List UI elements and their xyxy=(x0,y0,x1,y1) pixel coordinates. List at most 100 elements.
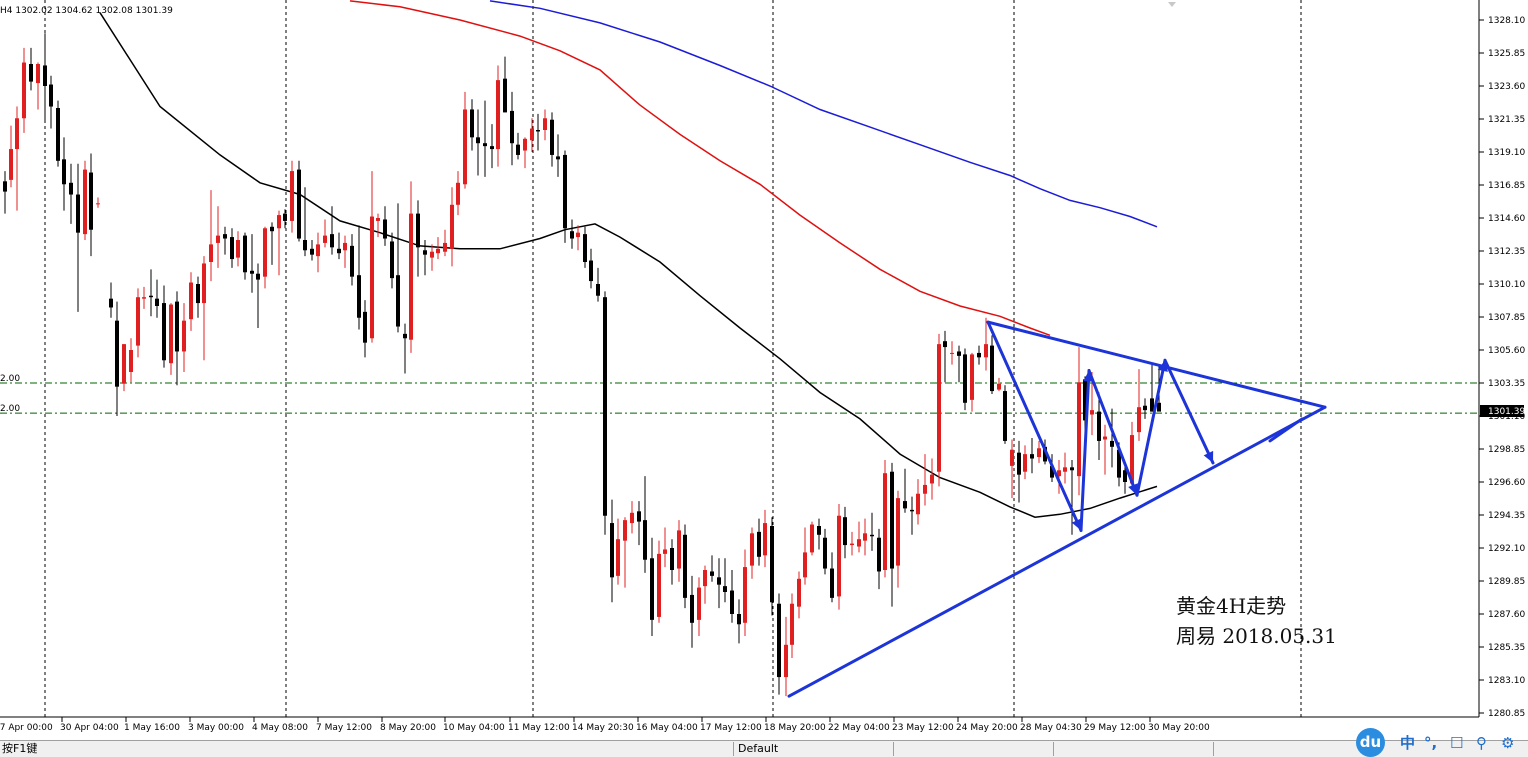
bear-candle xyxy=(890,462,894,607)
bear-candle xyxy=(423,240,427,276)
bear-candle xyxy=(283,209,287,229)
bear-candle xyxy=(817,518,821,550)
candle-body xyxy=(142,297,146,299)
status-profile[interactable]: Default xyxy=(738,742,779,755)
candle-body xyxy=(683,534,687,598)
candle-body xyxy=(817,526,821,535)
candle-body xyxy=(310,248,314,255)
ime-keyboard-icon[interactable]: ☐ xyxy=(1450,734,1464,752)
price-tick-label: 1294.35 xyxy=(1488,511,1525,521)
bear-candle xyxy=(1150,364,1154,412)
candle-body xyxy=(523,138,527,151)
bull-candle xyxy=(463,91,467,189)
bear-candle xyxy=(62,137,66,211)
candle-body xyxy=(3,181,7,192)
bull-candle xyxy=(1063,452,1067,484)
candle-body xyxy=(182,320,186,352)
candle-body xyxy=(56,108,60,161)
time-tick-label: 14 May 20:30 xyxy=(572,723,634,733)
ime-search-icon[interactable]: ⚲ xyxy=(1476,734,1487,752)
triangle-upper-trendline xyxy=(986,320,1327,409)
bear-candle xyxy=(536,113,540,151)
baidu-ime-logo-icon[interactable]: du xyxy=(1356,728,1385,757)
candle-body xyxy=(149,295,153,298)
bull-candle xyxy=(496,65,500,167)
bear-candle xyxy=(357,225,361,330)
bull-candle xyxy=(797,571,801,619)
bear-candle xyxy=(757,518,761,566)
candle-body xyxy=(1037,448,1041,458)
bull-candle xyxy=(857,521,861,553)
ime-toolbar[interactable]: du 中 °, ☐ ⚲ ⚙ xyxy=(1356,728,1528,757)
bull-candle xyxy=(216,206,220,268)
bear-candle xyxy=(43,33,47,123)
price-tick-label: 1296.60 xyxy=(1488,478,1525,488)
candle-body xyxy=(963,354,967,403)
candle-body xyxy=(596,284,600,296)
candle-body xyxy=(423,250,427,255)
bear-candle xyxy=(830,552,834,603)
candle-body xyxy=(430,251,434,258)
price-tick-label: 1280.85 xyxy=(1488,709,1525,719)
bear-candle xyxy=(76,163,80,312)
bear-candle xyxy=(476,109,480,176)
candle-body xyxy=(690,594,694,623)
price-tick-label: 1321.35 xyxy=(1488,115,1525,125)
ime-settings-icon[interactable]: ⚙ xyxy=(1501,734,1515,752)
bull-candle xyxy=(616,518,620,585)
bull-candle xyxy=(784,616,788,697)
chart-shift-marker[interactable] xyxy=(1168,2,1176,7)
candle-body xyxy=(297,169,301,239)
bear-candle xyxy=(963,348,967,411)
candle-body xyxy=(516,144,520,155)
candle-body xyxy=(357,275,361,318)
candle-body xyxy=(903,501,907,509)
candle-body xyxy=(236,240,240,258)
annotation-title: 黄金4H走势 xyxy=(1176,594,1286,618)
bull-candle xyxy=(763,509,767,568)
candle-body xyxy=(483,143,487,147)
bull-candle xyxy=(290,160,294,233)
bear-candle xyxy=(730,570,734,623)
bull-candle xyxy=(997,377,1001,392)
bear-candle xyxy=(770,517,774,616)
candle-body xyxy=(657,553,661,617)
candle-body xyxy=(970,354,974,400)
bear-candle xyxy=(1123,464,1127,494)
bear-candle xyxy=(303,187,307,257)
candle-body xyxy=(797,578,801,607)
candle-body xyxy=(583,234,587,262)
bull-candle xyxy=(277,210,281,276)
zigzag-arrow-segment xyxy=(1079,369,1091,532)
candle-body xyxy=(763,523,767,556)
level-label: 2.00 xyxy=(0,404,20,414)
bear-candle xyxy=(683,524,687,609)
candle-body xyxy=(416,213,420,248)
bear-candle xyxy=(503,56,507,113)
bull-candle xyxy=(523,137,527,169)
candle-body xyxy=(556,156,560,160)
bear-candle xyxy=(943,330,947,383)
status-separator xyxy=(893,742,894,756)
bear-candle xyxy=(777,593,781,695)
bull-candle xyxy=(543,109,547,141)
candle-body xyxy=(15,118,19,150)
ime-punctuation-icon[interactable]: °, xyxy=(1424,734,1438,752)
bear-candle xyxy=(310,240,314,261)
ime-chinese-mode[interactable]: 中 xyxy=(1400,734,1416,752)
price-tick-label: 1303.35 xyxy=(1488,379,1525,389)
bear-candle xyxy=(337,232,341,260)
candle-body xyxy=(43,65,47,86)
bear-candle xyxy=(670,539,674,585)
bear-candle xyxy=(1017,440,1021,503)
candle-body xyxy=(1123,470,1127,482)
candle-body xyxy=(1103,436,1107,440)
time-tick-label: 30 Apr 04:00 xyxy=(60,723,119,733)
candle-body xyxy=(1050,465,1054,478)
candle-body xyxy=(1117,449,1121,478)
candle-body xyxy=(155,298,159,306)
bear-candle xyxy=(977,345,981,365)
bear-candle xyxy=(1110,408,1114,468)
candle-body xyxy=(823,537,827,569)
